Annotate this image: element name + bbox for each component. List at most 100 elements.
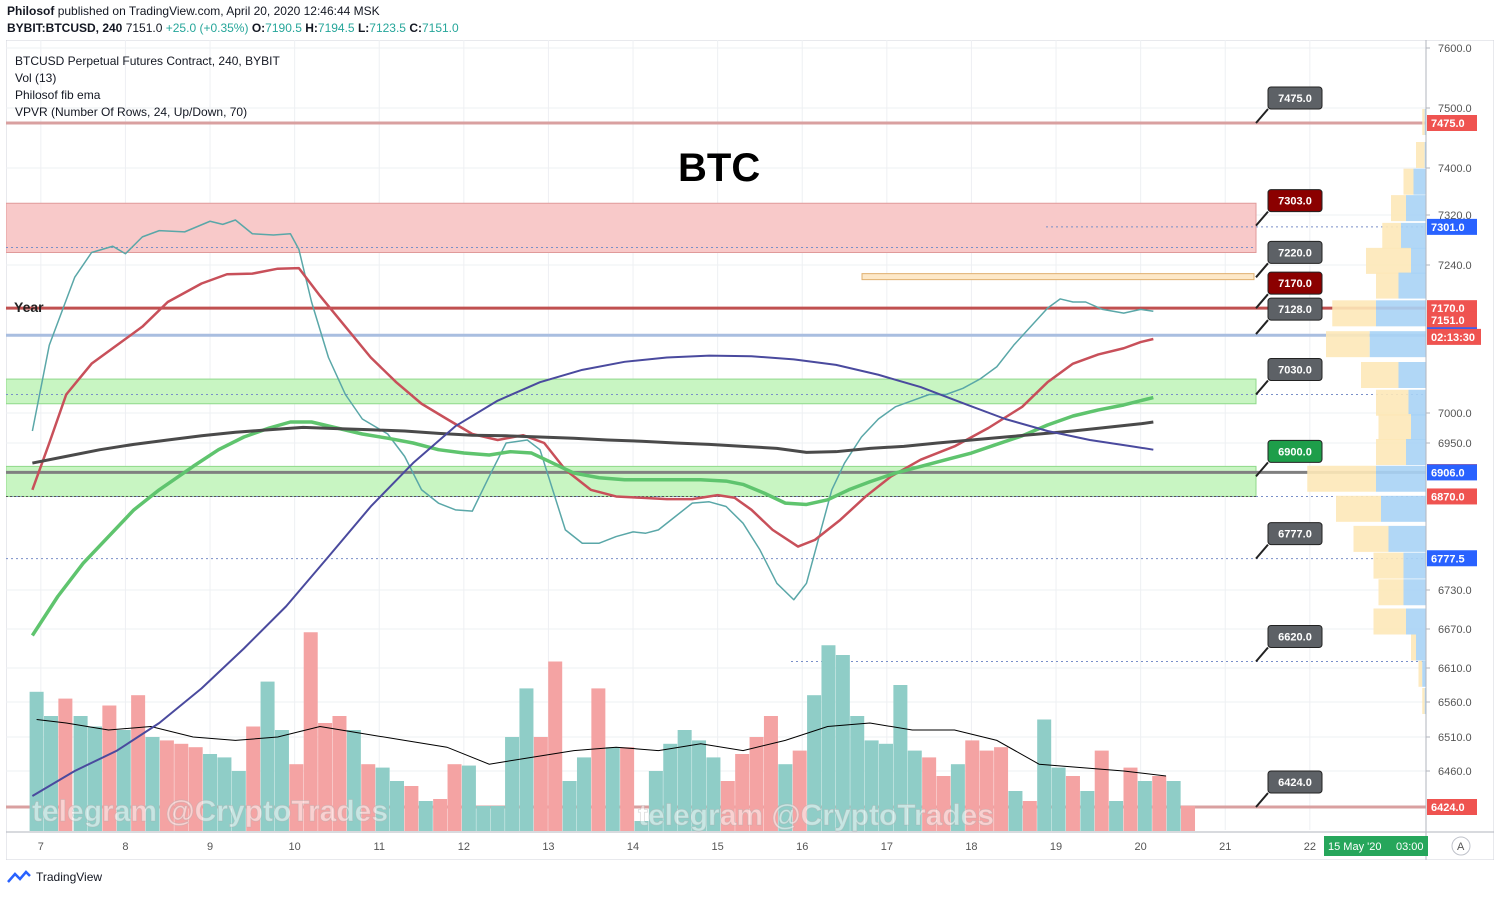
- vpvr-bar-up: [1413, 168, 1426, 195]
- volume-bar: [116, 730, 131, 831]
- price-label-bg: [1427, 218, 1477, 235]
- y-tick-label: 6670.0: [1438, 624, 1472, 636]
- volume-bar: [979, 750, 994, 831]
- vpvr-bar-down: [1332, 300, 1376, 327]
- volume-bar: [433, 799, 448, 831]
- vpvr-bar-up: [1424, 109, 1426, 135]
- volume-bar: [778, 764, 793, 831]
- footer-brand[interactable]: TradingView: [7, 870, 102, 884]
- volume-bar: [864, 740, 879, 831]
- callout-box: [1267, 358, 1323, 381]
- x-tick-label: 13: [542, 841, 554, 853]
- volume-bar: [361, 764, 376, 831]
- volume-bar: [303, 632, 318, 831]
- callout-box: [1267, 625, 1323, 648]
- volume-bar: [965, 740, 980, 831]
- volume-bar: [260, 681, 275, 831]
- volume-bar: [821, 645, 836, 831]
- volume-bar: [1181, 806, 1196, 831]
- volume-bar: [749, 737, 764, 831]
- price-label: 6424.0: [1431, 802, 1465, 814]
- last-price: 7151.0: [125, 21, 163, 35]
- x-tick-label: 16: [796, 841, 808, 853]
- volume-bar: [591, 688, 606, 831]
- volume-bar: [533, 737, 548, 831]
- volume-bar: [43, 716, 58, 831]
- volume-bar: [145, 737, 160, 831]
- volume-bar: [58, 698, 73, 831]
- volume-bar: [159, 740, 174, 831]
- vpvr-bar-down: [1422, 688, 1425, 714]
- callout-box: [1267, 770, 1323, 794]
- x-tick-label: 8: [122, 841, 128, 853]
- volume-bar: [677, 730, 692, 831]
- volume-bar: [692, 740, 707, 831]
- volume-bar: [375, 767, 390, 831]
- price-chart[interactable]: 7475.0 7303.0 7220.0 7170.0 7128.0 7030.0 6900…: [6, 40, 1494, 860]
- vpvr-bar-up: [1411, 247, 1426, 274]
- volume-bar: [1094, 750, 1109, 831]
- callout-pointer: [1255, 108, 1269, 124]
- callout-label: 7030.0: [1278, 365, 1312, 377]
- vpvr-bar-up: [1416, 634, 1426, 661]
- volume-bar: [562, 781, 577, 831]
- volume-bar: [332, 716, 347, 831]
- legend-line: VPVR (Number Of Rows, 24, Up/Down, 70): [15, 105, 247, 119]
- volume-bar: [548, 661, 563, 831]
- legend-line: Philosof fib ema: [15, 88, 101, 102]
- volume-bar: [1123, 767, 1138, 831]
- vpvr-bar-down: [1416, 142, 1425, 168]
- auto-scale-label: A: [1457, 841, 1465, 853]
- volume-bar: [461, 765, 476, 831]
- vpvr-bar-up: [1403, 552, 1426, 579]
- volume-bar: [447, 764, 462, 831]
- series-line: [30, 395, 1154, 637]
- legend-line: BTCUSD Perpetual Futures Contract, 240, …: [15, 54, 280, 68]
- x-tick-label: 9: [207, 841, 213, 853]
- y-tick-label: 7000.0: [1438, 408, 1472, 420]
- y-tick-label: 7600.0: [1438, 43, 1472, 55]
- volume-bar: [1137, 781, 1152, 831]
- series-line: [31, 354, 1154, 797]
- symbol: BYBIT:BTCUSD, 240: [7, 21, 123, 35]
- volume-bar: [893, 685, 908, 831]
- x-tick-label: 17: [881, 841, 893, 853]
- vpvr-bar-up: [1398, 272, 1426, 299]
- callout-pointer: [1255, 461, 1269, 478]
- volume-bar: [950, 764, 965, 831]
- vpvr-bar-down: [1376, 389, 1409, 416]
- vpvr-bar-up: [1424, 142, 1426, 168]
- vpvr-bar-up: [1369, 331, 1426, 358]
- volume-bar: [922, 757, 937, 831]
- auto-scale-button[interactable]: [1451, 836, 1471, 856]
- price-label: 7475.0: [1431, 118, 1465, 130]
- callout-pointer: [1255, 792, 1269, 808]
- callout-box: [1267, 271, 1323, 295]
- vpvr-bar-down: [1373, 608, 1406, 635]
- year-label: Year: [14, 299, 44, 315]
- volume-bar: [1109, 801, 1124, 831]
- price-label: 6906.0: [1431, 467, 1465, 479]
- y-tick-label: 6610.0: [1438, 663, 1472, 675]
- price-label-bg: [1427, 488, 1477, 505]
- vpvr-bar-down: [1378, 414, 1411, 440]
- volume-bar: [346, 730, 361, 831]
- watermark: telegram @CryptoTrades: [638, 799, 994, 832]
- range-box: [861, 273, 1255, 281]
- price-label-bg: [1427, 464, 1477, 481]
- volume-bar: [274, 730, 289, 831]
- date-badge: 15 May '20: [1328, 841, 1381, 853]
- volume-bar: [246, 726, 261, 831]
- callout-label: 7170.0: [1278, 278, 1312, 290]
- price-label: 7301.0: [1431, 222, 1465, 234]
- callout-pointer: [1255, 262, 1269, 278]
- volume-bar: [735, 754, 750, 831]
- y-tick-label: 6950.0: [1438, 438, 1472, 450]
- volume-bar: [807, 695, 822, 831]
- volume-ma-line: [36, 719, 1167, 777]
- volume-bar: [519, 688, 534, 831]
- volume-bar: [648, 771, 663, 831]
- vpvr-bar-down: [1403, 168, 1414, 195]
- watermark: telegram @CryptoTrades: [32, 795, 388, 828]
- y-tick-label: 7240.0: [1438, 260, 1472, 272]
